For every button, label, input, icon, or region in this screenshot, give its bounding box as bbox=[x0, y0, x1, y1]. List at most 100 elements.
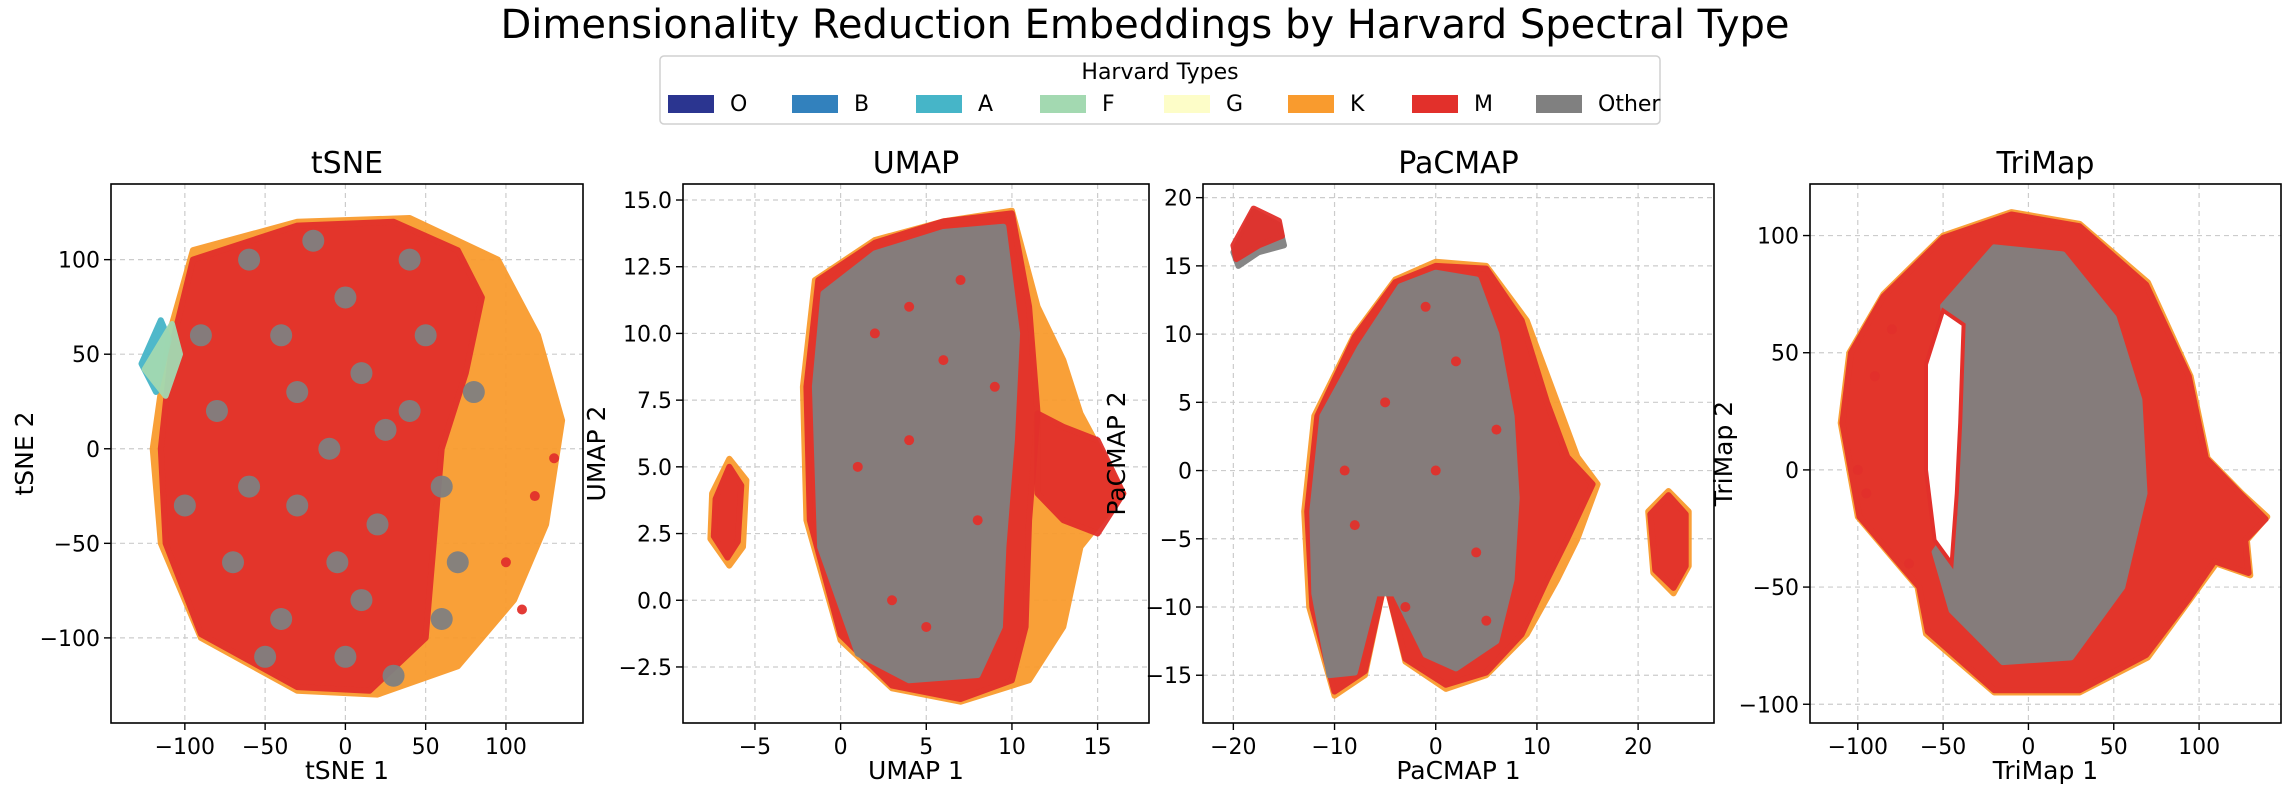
point-pacmap-m-0-8 bbox=[1420, 301, 1431, 312]
point-pacmap-m-0-0 bbox=[1380, 397, 1391, 408]
point-tsne-other-0-14 bbox=[398, 399, 421, 422]
x-tick-label-pacmap-0: −20 bbox=[1210, 735, 1256, 760]
point-umap-m-0-7 bbox=[852, 461, 863, 472]
point-tsne-other-0-4 bbox=[222, 551, 245, 574]
point-tsne-m-1-0 bbox=[500, 557, 511, 568]
panel-title-tsne: tSNE bbox=[311, 146, 383, 181]
y-tick-label-trimap-3: 50 bbox=[1771, 342, 1799, 367]
panel-umap: −5 0 5 10 15 −2.5 0.0 2.5 5.0 7.5 10.0 12.5 15.0 UMAP… bbox=[582, 146, 1150, 785]
point-trimap-m-0-2 bbox=[1886, 324, 1897, 335]
y-tick-label-tsne-3: 50 bbox=[72, 343, 100, 368]
x-tick-label-trimap-4: 100 bbox=[2178, 735, 2220, 760]
y-tick-label-trimap-1: −50 bbox=[1753, 576, 1799, 601]
point-tsne-other-0-25 bbox=[254, 645, 277, 668]
point-tsne-other-0-27 bbox=[286, 494, 309, 517]
legend-entry-k: K bbox=[1288, 92, 1365, 117]
point-tsne-other-0-2 bbox=[205, 399, 228, 422]
x-tick-label-umap-2: 5 bbox=[919, 735, 933, 760]
point-pacmap-m-0-7 bbox=[1339, 465, 1350, 476]
y-tick-label-trimap-2: 0 bbox=[1785, 459, 1799, 484]
x-axis-label-trimap: TriMap 1 bbox=[1992, 756, 2098, 785]
y-tick-label-pacmap-1: −10 bbox=[1146, 596, 1192, 621]
x-tick-label-umap-0: −5 bbox=[739, 735, 771, 760]
point-tsne-other-0-11 bbox=[350, 589, 373, 612]
point-tsne-other-0-8 bbox=[350, 362, 373, 385]
y-tick-label-pacmap-4: 5 bbox=[1178, 391, 1192, 416]
y-tick-label-umap-6: 12.5 bbox=[623, 256, 672, 281]
point-tsne-other-0-22 bbox=[286, 381, 309, 404]
x-tick-label-umap-3: 10 bbox=[998, 735, 1026, 760]
point-tsne-other-0-6 bbox=[334, 645, 357, 668]
x-tick-label-pacmap-1: −10 bbox=[1311, 735, 1357, 760]
x-tick-label-tsne-0: −100 bbox=[155, 735, 215, 760]
point-tsne-other-0-20 bbox=[173, 494, 196, 517]
x-tick-label-pacmap-3: 10 bbox=[1523, 735, 1551, 760]
region-pacmap-m-4 bbox=[1230, 205, 1285, 263]
point-trimap-m-0-1 bbox=[1852, 464, 1863, 475]
x-tick-label-tsne-2: 0 bbox=[338, 735, 352, 760]
point-umap-m-0-4 bbox=[887, 595, 898, 606]
point-trimap-m-0-4 bbox=[1903, 558, 1914, 569]
y-tick-label-umap-5: 10.0 bbox=[623, 322, 672, 347]
data-trimap bbox=[1837, 209, 2271, 696]
panel-trimap: −100 −50 0 50 100 −100 −50 0 50 100 TriMap TriMap 1… bbox=[1709, 146, 2282, 785]
y-tick-label-tsne-1: −50 bbox=[54, 532, 100, 557]
point-umap-m-0-1 bbox=[904, 435, 915, 446]
legend: Harvard Types O B A F G K M Other bbox=[659, 55, 1661, 125]
y-tick-label-umap-3: 5.0 bbox=[637, 456, 672, 481]
y-tick-label-pacmap-0: −15 bbox=[1146, 664, 1192, 689]
point-tsne-other-0-13 bbox=[414, 324, 437, 347]
point-tsne-other-0-0 bbox=[238, 248, 261, 271]
point-pacmap-m-0-3 bbox=[1349, 520, 1360, 531]
legend-swatch-b bbox=[792, 95, 838, 113]
legend-frame bbox=[659, 55, 1661, 125]
y-tick-label-pacmap-2: −5 bbox=[1160, 528, 1192, 553]
point-tsne-other-0-15 bbox=[430, 475, 453, 498]
point-pacmap-m-0-4 bbox=[1450, 356, 1461, 367]
legend-label-a: A bbox=[978, 92, 993, 117]
point-tsne-other-0-7 bbox=[334, 286, 357, 309]
figure-title: Dimensionality Reduction Embeddings by H… bbox=[500, 2, 1789, 48]
x-tick-label-trimap-1: −50 bbox=[1920, 735, 1966, 760]
point-tsne-other-0-10 bbox=[366, 513, 389, 536]
hole-trimap-0 bbox=[1924, 307, 1966, 570]
panel-title-trimap: TriMap bbox=[1996, 146, 2095, 181]
point-tsne-other-0-9 bbox=[318, 437, 341, 460]
region-tsne-f-3 bbox=[141, 321, 183, 399]
plot-frame-umap bbox=[682, 183, 1150, 724]
point-tsne-other-0-18 bbox=[302, 229, 325, 252]
y-tick-label-tsne-2: 0 bbox=[86, 438, 100, 463]
point-tsne-other-0-19 bbox=[189, 324, 212, 347]
point-umap-m-0-5 bbox=[955, 275, 966, 286]
y-tick-label-pacmap-7: 20 bbox=[1164, 187, 1192, 212]
x-tick-label-umap-1: 0 bbox=[834, 735, 848, 760]
point-tsne-other-0-5 bbox=[270, 607, 293, 630]
legend-label-o: O bbox=[730, 92, 747, 117]
x-tick-label-tsne-3: 50 bbox=[412, 735, 440, 760]
point-tsne-other-0-3 bbox=[238, 475, 261, 498]
y-tick-label-umap-1: 0.0 bbox=[637, 589, 672, 614]
point-tsne-other-0-12 bbox=[398, 248, 421, 271]
legend-entry-b: B bbox=[792, 92, 869, 117]
data-umap bbox=[707, 207, 1127, 705]
y-tick-label-umap-0: −2.5 bbox=[619, 656, 672, 681]
y-tick-label-pacmap-6: 15 bbox=[1164, 255, 1192, 280]
point-tsne-other-0-23 bbox=[374, 418, 397, 441]
region-pacmap-other-2 bbox=[1309, 269, 1520, 679]
legend-entry-g: G bbox=[1164, 92, 1243, 117]
x-axis-label-tsne: tSNE 1 bbox=[305, 756, 389, 785]
data-pacmap bbox=[1230, 205, 1692, 699]
panel-title-umap: UMAP bbox=[873, 146, 959, 181]
x-tick-label-tsne-4: 100 bbox=[485, 735, 527, 760]
point-tsne-other-0-1 bbox=[270, 324, 293, 347]
point-trimap-m-0-0 bbox=[1869, 371, 1880, 382]
y-axis-label-umap: UMAP 2 bbox=[582, 406, 611, 502]
y-tick-label-umap-2: 2.5 bbox=[637, 523, 672, 548]
x-tick-label-trimap-2: 0 bbox=[2021, 735, 2035, 760]
x-tick-label-umap-4: 15 bbox=[1084, 735, 1112, 760]
region-pacmap-m-6 bbox=[1647, 492, 1689, 591]
plot-frame-pacmap bbox=[1202, 183, 1715, 724]
point-pacmap-m-0-2 bbox=[1471, 547, 1482, 558]
point-pacmap-m-0-1 bbox=[1430, 465, 1441, 476]
point-umap-m-0-8 bbox=[989, 381, 1000, 392]
